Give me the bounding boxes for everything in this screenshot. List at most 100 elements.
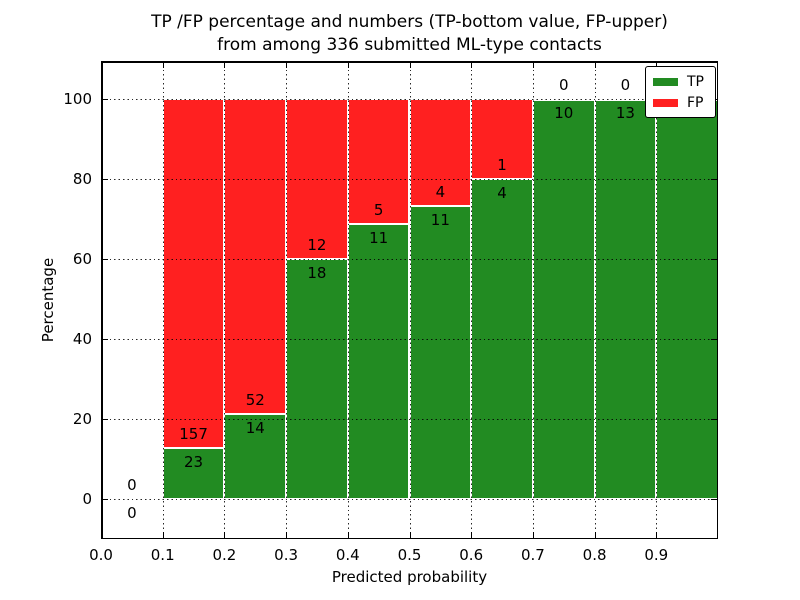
gridline-vertical bbox=[347, 61, 349, 539]
x-tick-mark bbox=[286, 62, 288, 68]
x-tick-mark bbox=[656, 532, 658, 538]
bar-tp bbox=[532, 99, 595, 499]
x-tick-mark bbox=[409, 62, 411, 68]
y-tick-mark bbox=[102, 259, 108, 260]
x-tick-label: 0.7 bbox=[520, 546, 545, 564]
x-tick-mark bbox=[532, 62, 534, 68]
tp-count-label: 18 bbox=[307, 264, 327, 282]
x-tick-label: 0.6 bbox=[459, 546, 484, 564]
x-axis-label: Predicted probability bbox=[331, 568, 488, 586]
bar-tp bbox=[286, 259, 348, 499]
x-tick-label: 0.4 bbox=[335, 546, 360, 564]
bar-tp bbox=[409, 205, 472, 499]
x-tick-mark bbox=[162, 532, 164, 538]
bar-fp bbox=[162, 99, 225, 448]
axis-spine-bottom bbox=[101, 537, 718, 539]
tp-count-label: 14 bbox=[245, 419, 265, 438]
x-tick-label: 0.1 bbox=[150, 546, 175, 564]
legend-label-fp: FP bbox=[687, 94, 704, 111]
x-tick-label: 0.2 bbox=[212, 546, 237, 564]
fp-count-label: 4 bbox=[435, 182, 446, 201]
tp-count-label: 10 bbox=[554, 104, 574, 122]
y-tick-label: 40 bbox=[72, 330, 92, 348]
gridline-vertical bbox=[594, 61, 596, 539]
gridline-vertical bbox=[224, 61, 226, 539]
y-tick-label: 20 bbox=[72, 410, 92, 428]
fp-count-label: 0 bbox=[558, 76, 569, 94]
y-tick-label: 80 bbox=[72, 170, 92, 188]
fp-count-label: 157 bbox=[179, 424, 208, 443]
fp-count-label: 52 bbox=[245, 391, 265, 410]
bar-tp bbox=[594, 99, 657, 499]
gridline-vertical bbox=[471, 61, 473, 539]
gridline-vertical bbox=[656, 61, 658, 539]
y-tick-mark bbox=[711, 499, 717, 500]
fp-count-label: 0 bbox=[127, 476, 137, 494]
x-tick-mark bbox=[162, 62, 164, 68]
y-tick-mark bbox=[102, 419, 108, 420]
gridline-vertical bbox=[286, 61, 288, 539]
bar-fp bbox=[224, 99, 287, 415]
fp-legend-swatch bbox=[653, 98, 678, 107]
tp-count-label: 4 bbox=[497, 184, 507, 202]
bar-fp bbox=[471, 99, 533, 179]
x-tick-mark bbox=[471, 532, 473, 538]
legend-entry-fp: FP bbox=[653, 92, 708, 113]
x-tick-mark bbox=[347, 62, 349, 68]
bar-tp bbox=[162, 447, 225, 499]
chart-title-line2: from among 336 submitted ML-type contact… bbox=[217, 35, 602, 55]
x-tick-mark bbox=[409, 532, 411, 538]
x-tick-mark bbox=[347, 532, 349, 538]
legend-entry-tp: TP bbox=[653, 71, 708, 92]
x-tick-label: 0.5 bbox=[397, 546, 422, 564]
x-tick-mark bbox=[594, 62, 596, 68]
y-tick-mark bbox=[711, 419, 717, 420]
bar-tp bbox=[224, 414, 287, 499]
axis-spine-right bbox=[716, 61, 718, 539]
gridline-vertical bbox=[532, 61, 534, 539]
axis-spine-top bbox=[101, 61, 718, 63]
chart-title: TP /FP percentage and numbers (TP-bottom… bbox=[101, 11, 718, 57]
x-tick-mark bbox=[532, 532, 534, 538]
y-tick-mark bbox=[102, 499, 108, 500]
gridline-vertical bbox=[162, 61, 164, 539]
axis-spine-left bbox=[101, 61, 103, 539]
x-tick-mark bbox=[101, 62, 102, 68]
x-tick-label: 0.3 bbox=[274, 546, 299, 564]
bar-fp bbox=[409, 99, 472, 206]
tp-count-label: 23 bbox=[184, 452, 204, 471]
tp-count-label: 11 bbox=[369, 229, 389, 247]
y-tick-label: 0 bbox=[82, 490, 92, 508]
fp-count-label: 0 bbox=[620, 76, 631, 94]
y-tick-mark bbox=[102, 339, 108, 340]
fp-count-label: 1 bbox=[497, 156, 507, 174]
y-tick-mark bbox=[102, 99, 108, 100]
fp-count-label: 5 bbox=[373, 201, 384, 219]
y-tick-mark bbox=[711, 339, 717, 340]
x-tick-label: 0.0 bbox=[89, 546, 113, 564]
legend-label-tp: TP bbox=[687, 73, 704, 90]
x-tick-label: 0.9 bbox=[644, 546, 669, 564]
tp-count-label: 11 bbox=[430, 210, 450, 229]
legend: TP FP bbox=[645, 66, 716, 118]
plot-area: 0015723521412185114111401001301 bbox=[101, 61, 718, 539]
tp-legend-swatch bbox=[653, 77, 678, 86]
bar-tp bbox=[347, 224, 410, 499]
y-tick-mark bbox=[711, 259, 717, 260]
y-tick-label: 100 bbox=[63, 90, 92, 108]
x-tick-mark bbox=[471, 62, 473, 68]
x-tick-mark bbox=[224, 62, 226, 68]
x-tick-mark bbox=[656, 62, 658, 68]
y-tick-label: 60 bbox=[72, 250, 92, 268]
x-tick-label: 0.8 bbox=[582, 546, 607, 564]
gridline-vertical bbox=[409, 61, 411, 539]
bar-tp bbox=[656, 99, 718, 499]
fp-count-label: 12 bbox=[307, 236, 327, 254]
x-tick-mark bbox=[224, 532, 226, 538]
tp-count-label: 13 bbox=[615, 104, 635, 122]
y-tick-mark bbox=[102, 179, 108, 180]
chart-title-line1: TP /FP percentage and numbers (TP-bottom… bbox=[151, 12, 668, 32]
x-tick-mark bbox=[594, 532, 596, 538]
y-tick-mark bbox=[711, 179, 717, 180]
